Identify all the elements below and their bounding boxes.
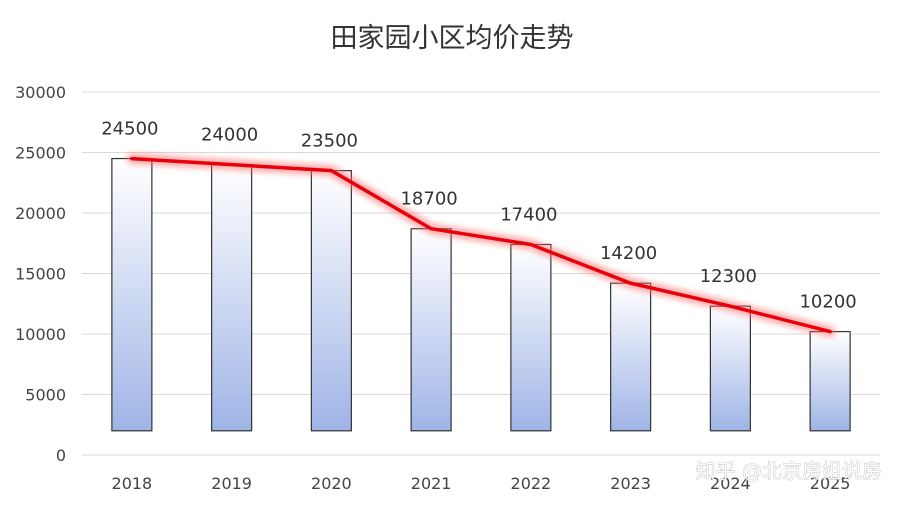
x-axis-ticks: 2018 2019 2020 2021 2022 2023 2024 2025 (112, 474, 851, 493)
y-tick-label: 5000 (25, 386, 66, 405)
bar-series (111, 157, 851, 432)
chart-title: 田家园小区均价走势 (331, 23, 574, 54)
x-tick-label: 2020 (311, 474, 352, 493)
data-label: 18700 (400, 189, 457, 210)
x-tick-label: 2024 (710, 474, 751, 493)
bar-2025 (809, 330, 851, 432)
trend-line (130, 156, 832, 334)
y-tick-label: 30000 (15, 83, 66, 102)
y-axis-ticks: 0 5000 10000 15000 20000 25000 30000 (15, 83, 66, 465)
x-tick-label: 2025 (810, 474, 851, 493)
x-tick-label: 2022 (511, 474, 552, 493)
data-label: 23500 (301, 131, 358, 152)
y-tick-label: 20000 (15, 204, 66, 223)
bar-2018 (111, 157, 153, 432)
bar-2020 (310, 170, 352, 432)
data-label: 10200 (799, 292, 856, 313)
x-tick-label: 2018 (112, 474, 153, 493)
bar-2023 (610, 282, 652, 432)
y-tick-label: 25000 (15, 144, 66, 163)
bar-2021 (410, 228, 452, 432)
bar-2024 (709, 305, 751, 432)
x-tick-label: 2019 (211, 474, 252, 493)
data-labels: 24500 24000 23500 18700 17400 14200 12300 10200 (101, 119, 857, 313)
x-tick-label: 2023 (610, 474, 651, 493)
watermark: 知乎 @北京房姐说房 (696, 459, 882, 483)
data-label: 12300 (700, 266, 757, 287)
bar-2022 (510, 243, 552, 432)
grid-lines (82, 91, 880, 456)
bar-2019 (211, 164, 253, 432)
x-tick-label: 2021 (411, 474, 452, 493)
data-label: 24500 (101, 119, 158, 140)
data-label: 17400 (500, 204, 557, 225)
data-label: 24000 (201, 125, 258, 146)
y-tick-label: 0 (56, 446, 66, 465)
y-tick-label: 15000 (15, 265, 66, 284)
y-tick-label: 10000 (15, 325, 66, 344)
trend-line-group (126, 153, 836, 338)
data-label: 14200 (600, 243, 657, 264)
